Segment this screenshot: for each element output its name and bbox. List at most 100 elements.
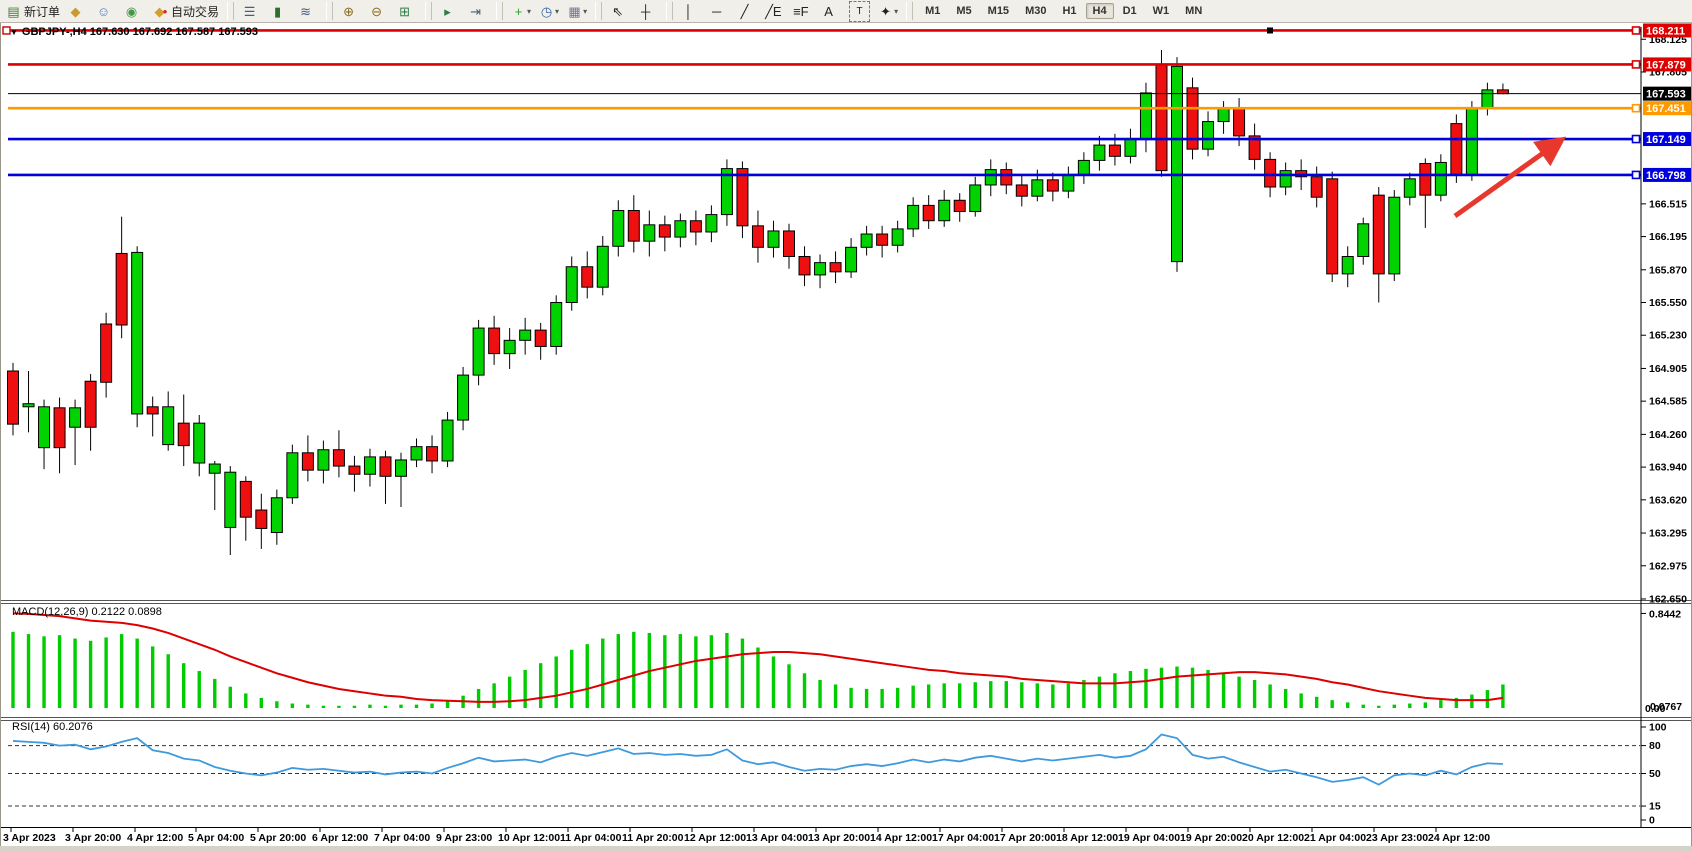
price-tick-label: 163.620	[1649, 494, 1687, 506]
price-tick-label: 162.650	[1649, 593, 1687, 605]
fibonacci-button[interactable]: ≡F	[790, 1, 816, 22]
rsi-scale-label: 0	[1649, 815, 1655, 827]
templates-icon: ▦	[568, 3, 581, 19]
candlestick	[286, 452, 299, 499]
text-label-button[interactable]: T	[846, 0, 873, 22]
metaquotes-button[interactable]: ◆	[65, 1, 91, 22]
templates-button[interactable]: ▦ ▾	[564, 1, 590, 22]
timeframe-mn[interactable]: MN	[1185, 5, 1203, 17]
macd-histogram-bar	[849, 687, 853, 708]
trendline-button[interactable]: ╱	[734, 1, 760, 22]
text-button[interactable]: A	[818, 1, 844, 22]
timeframe-h4[interactable]: H4	[1085, 3, 1114, 19]
auto-scroll-button[interactable]: ▸	[437, 1, 463, 22]
tile-windows-button[interactable]: ⊞	[394, 1, 420, 22]
candlestick	[1000, 169, 1013, 186]
rsi-line	[12, 733, 1503, 786]
autotrading-icon: ◆	[154, 3, 165, 19]
candlestick	[736, 168, 749, 227]
line-end-handle[interactable]	[1631, 26, 1641, 35]
macd-histogram-bar	[507, 676, 512, 708]
macd-histogram-bar	[135, 638, 139, 708]
macd-histogram-bar	[1439, 700, 1443, 708]
price-tick-label: 166.515	[1649, 198, 1687, 210]
timeframe-m30[interactable]: M30	[1025, 5, 1047, 17]
time-tick-label: 10 Apr 12:00	[498, 832, 560, 844]
timeframe-h1[interactable]: H1	[1062, 5, 1077, 17]
timeframe-m5[interactable]: M5	[956, 5, 972, 17]
vertical-line-button[interactable]: │	[678, 1, 704, 22]
macd-histogram-bar	[1066, 683, 1071, 708]
timeframe-d1[interactable]: D1	[1122, 5, 1137, 17]
new-order-button[interactable]: ▤ 新订单	[3, 1, 63, 22]
line-end-handle[interactable]	[1631, 170, 1641, 180]
candlestick	[1108, 144, 1121, 157]
macd-histogram-bar	[663, 635, 667, 708]
macd-histogram-bar	[709, 635, 714, 708]
cursor-button[interactable]: ⇖	[607, 1, 633, 22]
toolbar-group-cursor: ⇖ ┼	[604, 0, 664, 22]
macd-histogram-bar	[632, 631, 636, 708]
zoom-in-button[interactable]: ⊕	[338, 1, 364, 22]
indicators-icon: +	[514, 3, 523, 19]
macd-scale-label: 0.0767	[1650, 701, 1682, 713]
timeframe-w1[interactable]: W1	[1152, 5, 1170, 17]
line-end-handle[interactable]	[1631, 60, 1641, 69]
time-tick-label: 4 Apr 12:00	[127, 832, 183, 844]
dropdown-caret-icon: ▾	[555, 6, 560, 16]
bar-chart-button[interactable]: ☰	[239, 1, 265, 22]
trend-arrow-annotation[interactable]	[1453, 136, 1567, 219]
horizontal-line-button[interactable]: ─	[706, 1, 732, 22]
toolbar-separator	[425, 2, 433, 20]
macd-histogram-bar	[88, 640, 93, 708]
candlestick	[193, 422, 206, 464]
new-order-icon: ▤	[7, 3, 20, 19]
candlestick	[208, 463, 221, 474]
chart-shift-button[interactable]: ⇥	[465, 1, 491, 22]
indicators-button[interactable]: + ▾	[508, 1, 534, 22]
arrows-button[interactable]: ✦ ▾	[875, 1, 901, 22]
window-bottom-strip	[0, 846, 1692, 851]
candlestick-chart-button[interactable]: ▮	[267, 1, 293, 22]
timeframe-m1[interactable]: M1	[925, 5, 941, 17]
macd-histogram-bar	[895, 687, 900, 708]
signals-button[interactable]: ◉	[121, 1, 147, 22]
candlestick	[503, 339, 516, 355]
macd-histogram-bar	[1113, 673, 1117, 708]
timeframe-m15[interactable]: M15	[987, 5, 1010, 17]
candlestick	[1403, 178, 1416, 198]
community-button[interactable]: ☺	[93, 1, 119, 22]
candlestick	[1419, 162, 1432, 196]
candlestick	[1062, 174, 1075, 192]
time-tick-label: 19 Apr 20:00	[1180, 832, 1242, 844]
macd-histogram-bar	[616, 634, 620, 708]
candlestick	[1481, 89, 1494, 109]
time-tick-label: 13 Apr 04:00	[746, 832, 808, 844]
line-chart-button[interactable]: ≋	[295, 1, 321, 22]
macd-histogram-bar	[1237, 676, 1241, 708]
macd-histogram-bar	[989, 681, 993, 708]
autotrading-button[interactable]: ◆ • 自动交易	[149, 1, 222, 22]
candlestick	[1264, 158, 1277, 188]
zoom-out-button[interactable]: ⊖	[366, 1, 392, 22]
crosshair-button[interactable]: ┼	[635, 1, 661, 22]
candlestick	[69, 407, 82, 428]
cursor-icon: ⇖	[612, 3, 624, 19]
candlestick	[658, 224, 671, 238]
macd-histogram-bar	[213, 678, 217, 708]
bar-chart-icon: ☰	[243, 3, 256, 19]
candlestick	[550, 302, 563, 347]
equidistant-channel-button[interactable]: ╱E	[762, 1, 788, 22]
chart-background[interactable]	[0, 22, 1692, 851]
line-end-handle[interactable]	[1631, 134, 1641, 144]
price-tick-label: 165.870	[1649, 264, 1687, 276]
line-left-handle[interactable]	[2, 26, 11, 35]
line-end-handle[interactable]	[1631, 103, 1641, 113]
community-icon: ☺	[96, 3, 111, 19]
candlestick	[953, 199, 966, 213]
periods-button[interactable]: ◷ ▾	[536, 1, 562, 22]
line-chart-icon: ≋	[300, 3, 311, 19]
macd-histogram-bar	[275, 701, 279, 708]
line-center-handle[interactable]	[1267, 27, 1273, 34]
